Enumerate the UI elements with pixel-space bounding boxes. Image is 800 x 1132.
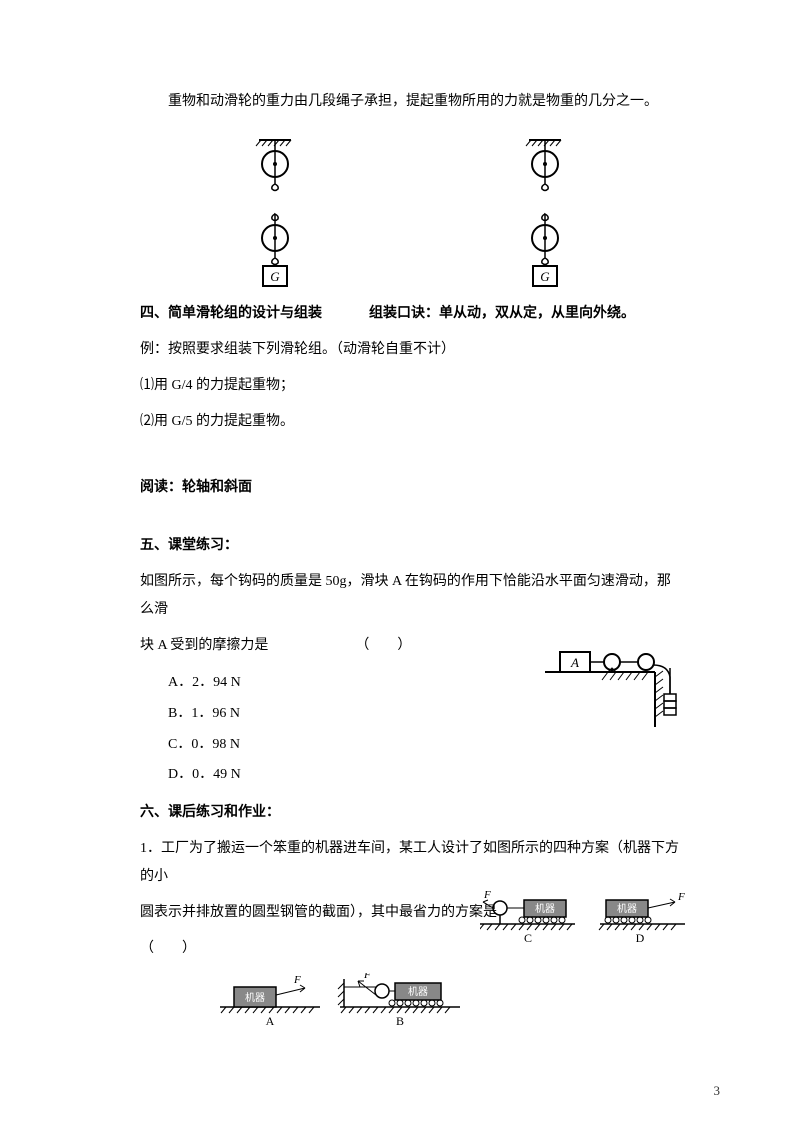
block-label: A <box>570 655 579 670</box>
section4-item1: ⑴用 G/4 的力提起重物； <box>140 372 680 400</box>
force-label: F <box>293 974 301 986</box>
pulley-right-column: G <box>520 136 570 290</box>
section5-heading: 五、课堂练习： <box>140 532 680 560</box>
machine-label: 机器 <box>617 902 637 915</box>
section5-q-text: 块 A 受到的摩擦力是 <box>140 638 268 653</box>
machine-label: 机器 <box>535 902 555 915</box>
section6-wrap: 1．工厂为了搬运一个笨重的机器进车间，某工人设计了如图所示的四种方案（机器下方的… <box>140 835 680 1041</box>
machine-label: 机器 <box>245 991 265 1004</box>
page: { "intro": "重物和动滑轮的重力由几段绳子承担，提起重物所用的力就是物… <box>0 0 800 1132</box>
section6-figure-ab: 机器 F A <box>220 973 680 1041</box>
scheme-b-label: B <box>396 1014 404 1028</box>
scheme-d-label: D <box>636 931 645 945</box>
section5-paren: （ ） <box>355 638 411 653</box>
section4-item2: ⑵用 G/5 的力提起重物。 <box>140 408 680 436</box>
section5-question-line1: 如图所示，每个钩码的质量是 50g，滑块 A 在钩码的作用下恰能沿水平面匀速滑动… <box>140 568 680 624</box>
load-label: G <box>540 269 550 284</box>
fixed-pulley-icon <box>253 136 297 192</box>
section6-figure-cd: 机器 F C <box>480 890 690 958</box>
movable-pulley-with-load-icon: G <box>520 212 570 290</box>
section6-q1-line1: 1．工厂为了搬运一个笨重的机器进车间，某工人设计了如图所示的四种方案（机器下方的… <box>140 835 680 891</box>
scheme-c-label: C <box>524 931 532 945</box>
section6-heading: 六、课后练习和作业： <box>140 799 680 827</box>
intro-text: 重物和动滑轮的重力由几段绳子承担，提起重物所用的力就是物重的几分之一。 <box>140 88 680 116</box>
section4-heading-row: 四、简单滑轮组的设计与组装 组装口诀：单从动，双从定，从里向外绕。 <box>140 300 680 328</box>
section4-example-intro: 例：按照要求组装下列滑轮组。（动滑轮自重不计） <box>140 336 680 364</box>
fixed-pulley-icon <box>523 136 567 192</box>
load-label: G <box>270 269 280 284</box>
section5-figure: A <box>540 642 690 740</box>
scheme-a-label: A <box>266 1014 275 1028</box>
option-d: D．0．49 N <box>168 760 680 791</box>
force-label: F <box>363 973 371 981</box>
force-label: F <box>483 890 491 901</box>
machine-label: 机器 <box>408 985 428 998</box>
pulley-left-column: G <box>250 136 300 290</box>
section4-heading: 四、简单滑轮组的设计与组装 <box>140 306 322 321</box>
section4-subheading: 组装口诀：单从动，双从定，从里向外绕。 <box>369 306 635 321</box>
pulley-figure-row: G <box>140 136 680 290</box>
section5-question-wrap: 块 A 受到的摩擦力是 （ ） A．2．94 N B．1．96 N C．0．98… <box>140 632 680 791</box>
force-label: F <box>677 891 685 903</box>
page-number: 3 <box>714 1081 721 1102</box>
movable-pulley-with-load-icon: G <box>250 212 300 290</box>
reading-heading: 阅读：轮轴和斜面 <box>140 474 680 502</box>
